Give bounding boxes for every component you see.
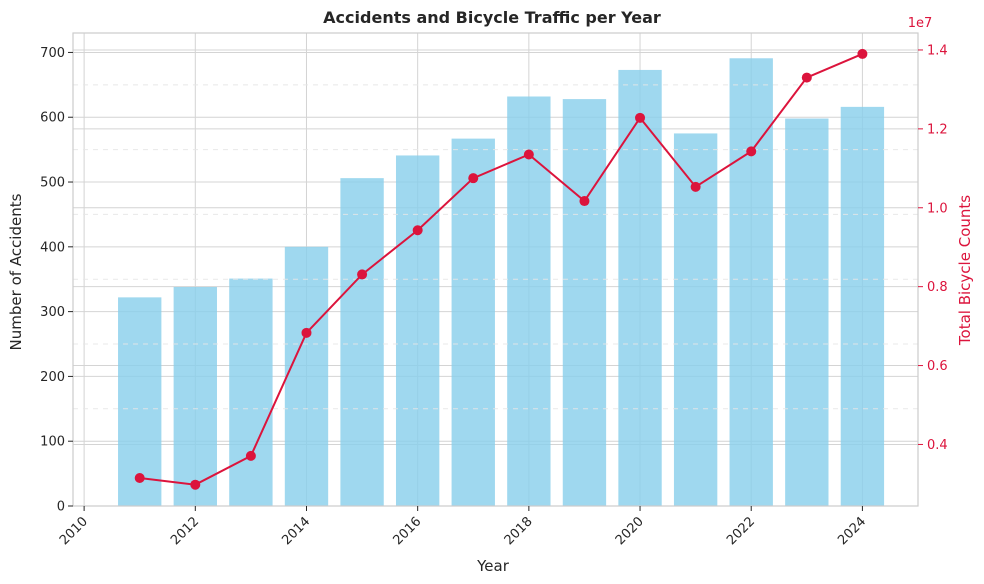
bicycle-count-point bbox=[301, 327, 312, 338]
y-tick-label: 300 bbox=[40, 305, 65, 320]
bars-layer bbox=[73, 58, 918, 507]
bar bbox=[340, 178, 384, 507]
bar bbox=[618, 69, 662, 507]
y-tick-label: 400 bbox=[40, 240, 65, 255]
chart-title: Accidents and Bicycle Traffic per Year bbox=[323, 8, 661, 27]
bicycle-count-point bbox=[412, 225, 423, 236]
bar bbox=[284, 246, 329, 507]
y-right-tick-label: 1.4 bbox=[927, 43, 948, 58]
bicycle-count-point bbox=[523, 149, 534, 160]
y-right-tick-label: 0.8 bbox=[927, 280, 948, 295]
bicycle-count-point bbox=[579, 196, 590, 207]
x-tick-label: 2016 bbox=[390, 514, 424, 548]
y-tick-label: 0 bbox=[57, 500, 65, 515]
plot-frame bbox=[72, 32, 919, 507]
x-axis-title: Year bbox=[476, 557, 510, 575]
bicycle-count-point bbox=[134, 472, 145, 483]
x-tick-label: 2024 bbox=[835, 514, 869, 548]
x-tick-label: 2018 bbox=[502, 514, 536, 548]
bicycle-count-point bbox=[357, 269, 368, 280]
y-right-tick-label: 1.2 bbox=[927, 122, 948, 137]
y-tick-label: 600 bbox=[40, 111, 65, 126]
bar bbox=[173, 286, 217, 506]
bicycle-count-line bbox=[139, 52, 863, 486]
bar bbox=[451, 138, 495, 507]
x-tick-label: 2014 bbox=[279, 514, 313, 548]
bicycle-count-point bbox=[801, 72, 812, 83]
bar bbox=[562, 99, 607, 507]
bicycle-count-point bbox=[190, 479, 201, 490]
bicycle-count-point bbox=[468, 173, 479, 184]
bar bbox=[840, 106, 885, 506]
bar bbox=[507, 96, 551, 506]
line-layer bbox=[134, 48, 868, 490]
bicycle-count-point bbox=[635, 112, 646, 123]
bicycle-count-point bbox=[245, 450, 256, 461]
x-tick-label: 2012 bbox=[168, 514, 202, 548]
y-right-tick-label: 0.4 bbox=[927, 438, 948, 453]
bicycle-count-point bbox=[857, 48, 868, 59]
bar bbox=[118, 297, 162, 506]
bicycle-count-point bbox=[746, 146, 757, 157]
bar bbox=[729, 58, 773, 506]
x-tick-label: 2020 bbox=[613, 514, 647, 548]
bicycle-count-point bbox=[690, 181, 701, 192]
x-tick-label: 2010 bbox=[57, 514, 91, 548]
frame-layer bbox=[72, 32, 919, 507]
y-right-tick-label: 0.6 bbox=[927, 359, 948, 374]
y-tick-label: 700 bbox=[40, 46, 65, 61]
y-tick-label: 200 bbox=[40, 370, 65, 385]
y-right-tick-label: 1.0 bbox=[927, 201, 948, 216]
right-axis-multiplier: 1e7 bbox=[908, 16, 933, 31]
y-tick-label: 100 bbox=[40, 435, 65, 450]
bar bbox=[673, 133, 718, 506]
x-tick-label: 2022 bbox=[724, 514, 758, 548]
y-axis-title-left: Number of Accidents bbox=[7, 193, 25, 350]
bar bbox=[229, 278, 273, 506]
y-axis-title-right: Total Bicycle Counts bbox=[956, 195, 974, 346]
y-tick-label: 500 bbox=[40, 176, 65, 191]
bar bbox=[395, 155, 440, 506]
bar bbox=[785, 118, 829, 506]
